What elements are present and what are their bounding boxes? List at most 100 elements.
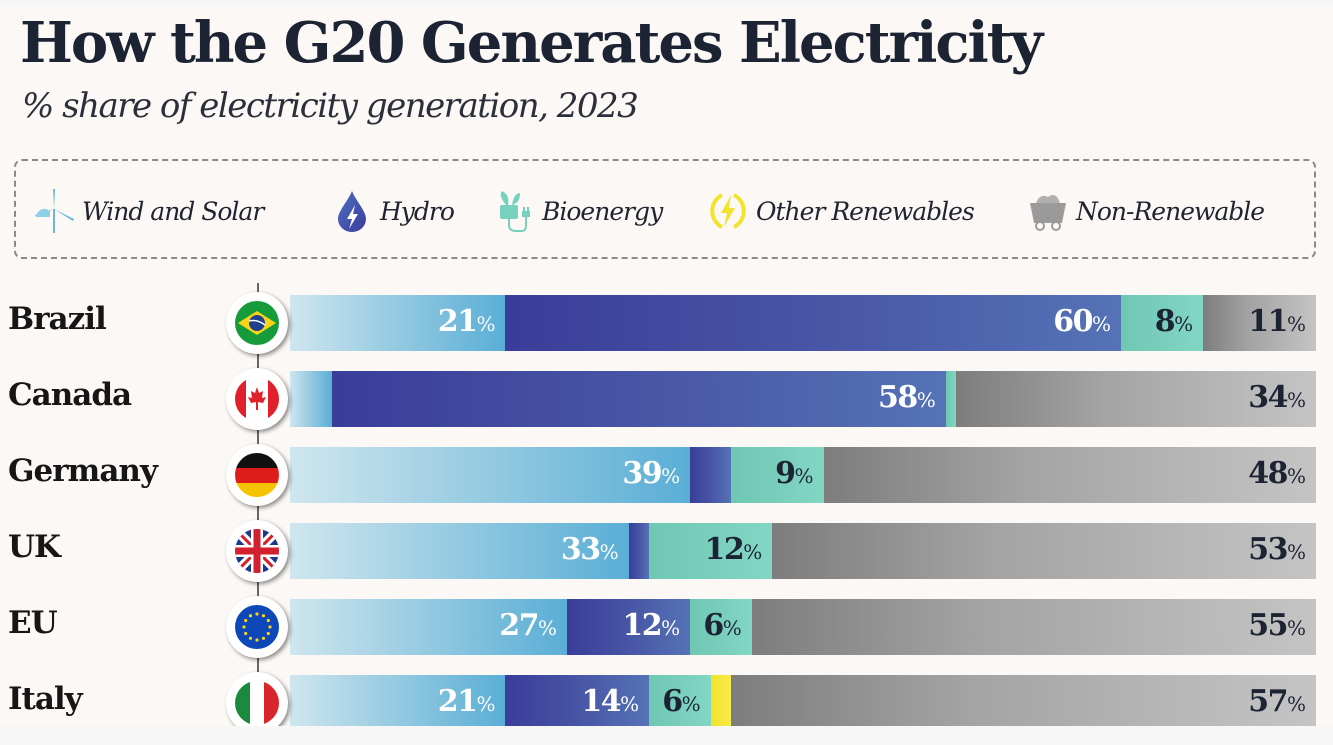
legend-label: Other Renewables xyxy=(756,196,975,226)
data-label: 11% xyxy=(1248,304,1306,339)
category-label: EU xyxy=(8,605,58,641)
data-label-value: 8 xyxy=(1154,304,1176,339)
bar-row-uk: UK 33% 12% 53% xyxy=(0,520,1333,582)
legend: Wind and Solar Hydro Bioenergy xyxy=(14,159,1316,259)
bar-segment-bioenergy xyxy=(649,523,773,579)
legend-label: Bioenergy xyxy=(542,196,663,226)
percent-sign: % xyxy=(1286,312,1306,336)
percent-sign: % xyxy=(620,692,640,716)
chart-subtitle: % share of electricity generation, 2023 xyxy=(22,86,639,126)
mine-cart-icon xyxy=(1030,195,1066,231)
bar-row-brazil: Brazil 21% 60% 8% 11% xyxy=(0,292,1333,354)
data-label: 34% xyxy=(1248,380,1306,415)
bar-segment-non-renewable xyxy=(1203,295,1316,351)
legend-item-non-renewable: Non-Renewable xyxy=(1026,189,1265,233)
bar-row-eu: EU 27% 12% 6% 55% xyxy=(0,596,1333,658)
plant-plug-icon xyxy=(500,191,530,232)
legend-item-hydro: Hydro xyxy=(330,189,455,233)
data-label: 48% xyxy=(1248,456,1306,491)
percent-sign: % xyxy=(1092,312,1112,336)
bar-segment-wind-and-solar xyxy=(290,447,691,503)
bar-segment-wind-and-solar xyxy=(290,599,568,655)
percent-sign: % xyxy=(1174,312,1194,336)
percent-sign: % xyxy=(599,540,619,564)
data-label: 9% xyxy=(775,456,813,491)
data-label-value: 6 xyxy=(703,608,724,643)
percent-sign: % xyxy=(1286,692,1306,716)
percent-sign: % xyxy=(916,388,936,412)
data-label-value: 21 xyxy=(437,684,478,719)
data-label-value: 33 xyxy=(560,532,601,567)
percent-sign: % xyxy=(1286,464,1306,488)
legend-label: Hydro xyxy=(380,196,455,226)
bar-segment-bioenergy xyxy=(731,447,824,503)
percent-sign: % xyxy=(743,540,763,564)
category-label: Germany xyxy=(8,453,158,489)
data-label-value: 12 xyxy=(622,608,662,643)
percent-sign: % xyxy=(661,464,681,488)
stacked-bar: 33% 12% 53% xyxy=(290,523,1316,579)
data-label: 57% xyxy=(1248,684,1306,719)
bar-segment-hydro xyxy=(505,295,1122,351)
percent-sign: % xyxy=(681,692,701,716)
legend-label: Wind and Solar xyxy=(82,196,264,226)
bar-segment-hydro xyxy=(690,447,732,503)
percent-sign: % xyxy=(538,616,558,640)
data-label: 58% xyxy=(878,380,936,415)
germany-flag-icon xyxy=(226,444,288,506)
percent-sign: % xyxy=(476,312,496,336)
bar-segment-bioenergy xyxy=(690,599,752,655)
data-label: 39% xyxy=(622,456,680,491)
percent-sign: % xyxy=(661,616,681,640)
data-label-value: 27 xyxy=(499,608,539,643)
stacked-bar: 58% 34% xyxy=(290,371,1316,427)
data-label: 12% xyxy=(622,608,680,643)
bar-segment-hydro xyxy=(567,599,691,655)
data-label: 6% xyxy=(703,608,741,643)
percent-sign: % xyxy=(476,692,496,716)
percent-sign: % xyxy=(794,464,814,488)
data-label-value: 57 xyxy=(1248,684,1288,719)
data-label: 33% xyxy=(561,532,619,567)
bar-segment-non-renewable xyxy=(823,447,1316,503)
legend-item-bioenergy: Bioenergy xyxy=(492,189,663,233)
legend-item-other-renewables: Other Renewables xyxy=(706,189,975,233)
stacked-bar: 21% 14% 6% 57% xyxy=(290,675,1316,726)
eu-flag-icon xyxy=(226,596,288,658)
data-label-value: 34 xyxy=(1248,380,1288,415)
data-label: 6% xyxy=(662,684,700,719)
data-label-value: 55 xyxy=(1248,608,1288,643)
data-label-value: 60 xyxy=(1053,304,1093,339)
bar-segment-wind-and-solar xyxy=(290,675,506,726)
chart-title: How the G20 Generates Electricity xyxy=(20,10,1043,76)
data-label-value: 21 xyxy=(437,304,478,339)
data-label: 53% xyxy=(1248,532,1306,567)
data-label-value: 11 xyxy=(1248,304,1288,339)
bar-segment-wind-and-solar xyxy=(290,371,333,427)
data-label: 21% xyxy=(438,304,496,339)
bar-row-germany: Germany 39% 9% 48% xyxy=(0,444,1333,506)
data-label: 8% xyxy=(1155,304,1193,339)
bar-segment-non-renewable xyxy=(751,599,1316,655)
data-label-value: 14 xyxy=(581,684,621,719)
brazil-flag-icon xyxy=(226,292,288,354)
data-label: 60% xyxy=(1053,304,1111,339)
data-label-value: 6 xyxy=(662,684,683,719)
bar-segment-hydro xyxy=(505,675,650,726)
bar-segment-non-renewable xyxy=(731,675,1316,726)
category-label: Brazil xyxy=(8,301,107,337)
bar-segment-other-renewables xyxy=(710,675,732,726)
bar-segment-wind-and-solar xyxy=(290,295,506,351)
percent-sign: % xyxy=(1286,388,1306,412)
category-label: Italy xyxy=(8,681,83,717)
bar-segment-bioenergy xyxy=(649,675,711,726)
bar-row-italy: Italy 21% 14% 6% 57% xyxy=(0,672,1333,726)
bar-segment-bioenergy xyxy=(945,371,957,427)
data-label: 12% xyxy=(704,532,762,567)
stacked-bar: 27% 12% 6% 55% xyxy=(290,599,1316,655)
data-label: 14% xyxy=(581,684,639,719)
category-label: Canada xyxy=(8,377,132,413)
water-drop-bolt-icon xyxy=(338,191,366,232)
canada-flag-icon xyxy=(226,368,288,430)
data-label-value: 39 xyxy=(622,456,662,491)
